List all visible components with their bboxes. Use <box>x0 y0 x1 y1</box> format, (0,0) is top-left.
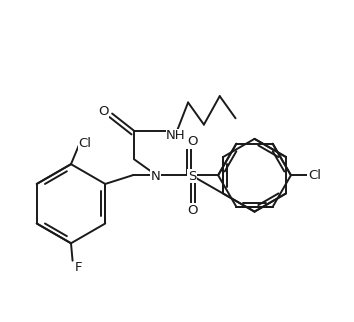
Text: O: O <box>98 105 109 118</box>
Text: N: N <box>150 170 160 183</box>
Text: F: F <box>75 260 82 273</box>
Text: O: O <box>187 135 198 148</box>
Text: Cl: Cl <box>308 169 321 182</box>
Text: O: O <box>187 204 198 217</box>
Text: S: S <box>188 170 196 183</box>
Text: Cl: Cl <box>79 137 92 150</box>
Text: NH: NH <box>166 129 186 142</box>
